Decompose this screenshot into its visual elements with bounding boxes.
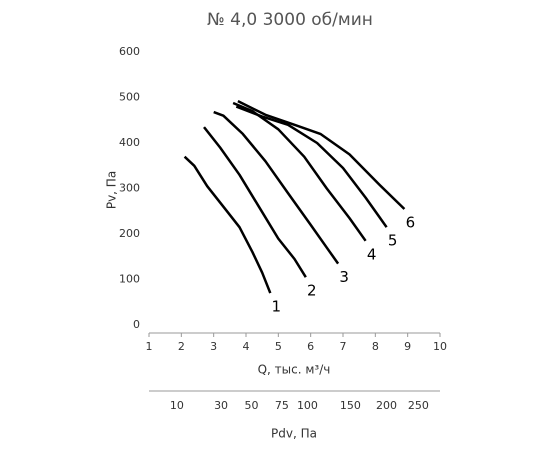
curve xyxy=(237,99,406,210)
x2-tick-label: 75 xyxy=(275,399,289,412)
curve-label: 2 xyxy=(307,282,317,300)
curve-label: 3 xyxy=(339,268,349,286)
y-tick-label: 200 xyxy=(119,227,140,240)
x-tick-label: 1 xyxy=(146,340,153,353)
x2-tick-label: 200 xyxy=(376,399,397,412)
x2-tick-label: 50 xyxy=(245,399,259,412)
curve xyxy=(235,105,388,228)
y-tick-label: 100 xyxy=(119,273,140,286)
curve-label: 5 xyxy=(388,232,398,250)
x-tick-label: 7 xyxy=(340,340,347,353)
curve xyxy=(232,101,367,242)
curve xyxy=(213,110,340,265)
curve xyxy=(183,155,272,294)
x2-tick-label: 250 xyxy=(408,399,429,412)
x-tick-label: 8 xyxy=(372,340,379,353)
y-axis-label: Pv, Па xyxy=(105,171,119,209)
x2-tick-label: 10 xyxy=(170,399,184,412)
y-tick-label: 500 xyxy=(119,91,140,104)
x-tick-label: 3 xyxy=(210,340,217,353)
x2-axis-label: Pdv, Па xyxy=(271,427,317,441)
curve xyxy=(203,126,307,278)
y-tick-label: 300 xyxy=(119,182,140,195)
x-tick-label: 5 xyxy=(275,340,282,353)
x2-tick-label: 30 xyxy=(214,399,228,412)
curve-label: 4 xyxy=(367,245,377,263)
y-tick-label: 600 xyxy=(119,45,140,58)
x-tick-label: 4 xyxy=(243,340,250,353)
x2-tick-label: 100 xyxy=(297,399,318,412)
x-tick-label: 2 xyxy=(178,340,185,353)
x-axis-label: Q, тыс. м³/ч xyxy=(258,363,331,377)
y-tick-label: 0 xyxy=(133,318,140,331)
x2-tick-label: 150 xyxy=(340,399,361,412)
curve-label: 1 xyxy=(271,298,281,316)
x-tick-label: 9 xyxy=(404,340,411,353)
x-tick-label: 6 xyxy=(307,340,314,353)
curve-label: 6 xyxy=(406,213,416,231)
y-tick-label: 400 xyxy=(119,136,140,149)
x-tick-label: 10 xyxy=(433,340,447,353)
chart-title: № 4,0 3000 об/мин xyxy=(207,10,373,30)
